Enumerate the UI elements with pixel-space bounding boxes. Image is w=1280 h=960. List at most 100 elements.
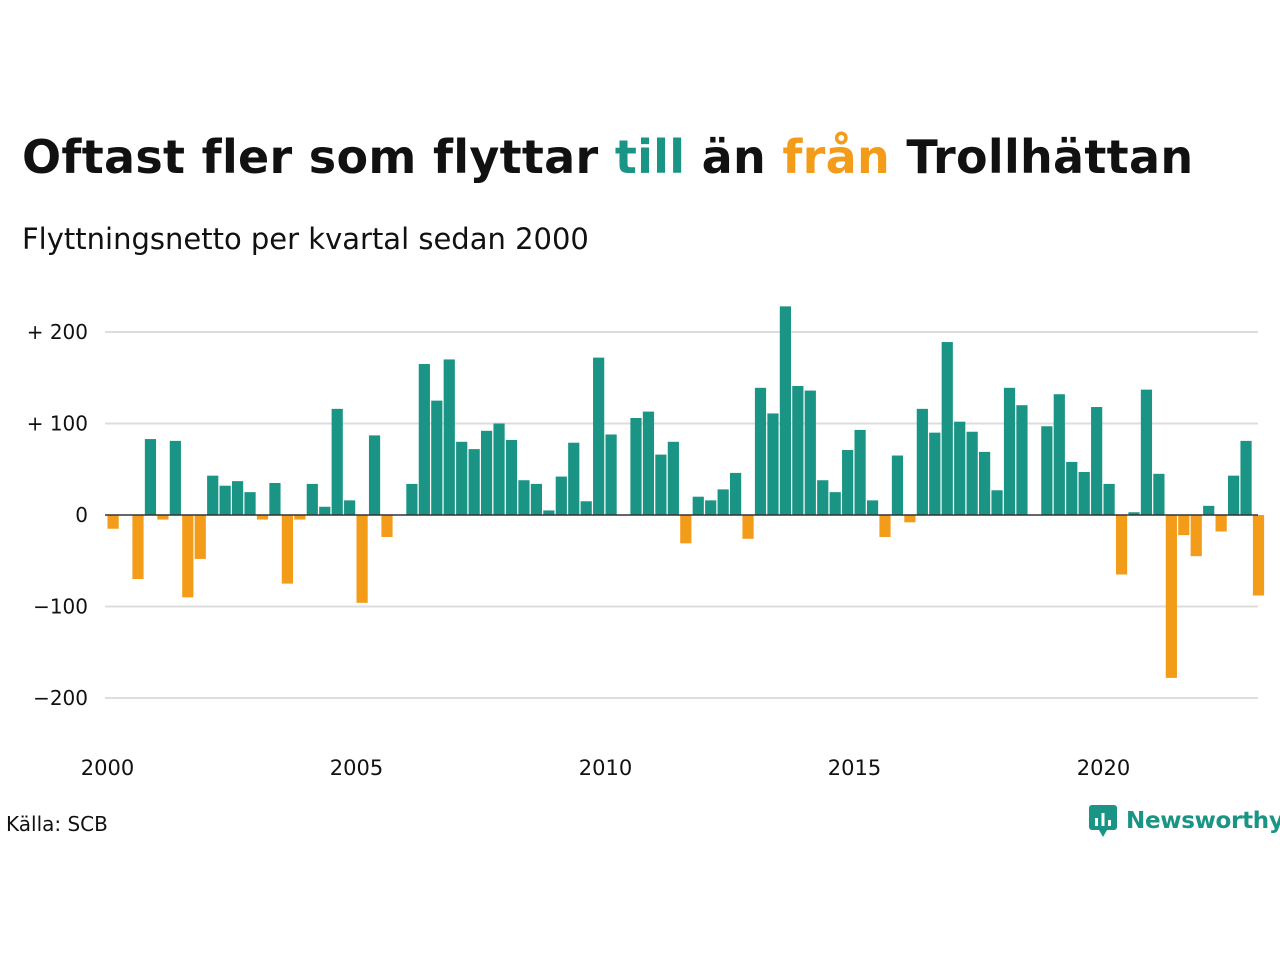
x-tick-label: 2005	[330, 756, 383, 780]
bar	[518, 480, 530, 515]
bar	[1240, 440, 1252, 515]
title-highlight-till: till	[614, 130, 686, 184]
bar	[817, 480, 829, 515]
y-tick-label: −100	[33, 595, 88, 619]
bar	[555, 476, 567, 515]
bar	[493, 423, 505, 515]
bar	[642, 411, 655, 515]
bar	[207, 475, 219, 515]
bar	[232, 481, 244, 515]
bar	[1066, 461, 1078, 515]
bar	[705, 500, 717, 515]
bar	[1228, 475, 1240, 515]
bar	[368, 435, 381, 515]
x-tick-label: 2015	[828, 756, 881, 780]
bar	[630, 418, 642, 515]
x-axis-ticks: 2000 2005 2010 2015 2020	[81, 756, 1130, 780]
bar	[1053, 394, 1065, 515]
chart-subtitle: Flyttningsnetto per kvartal sedan 2000	[22, 222, 589, 256]
bar	[754, 387, 767, 515]
bar	[779, 306, 791, 515]
bar	[132, 515, 144, 580]
bar	[717, 489, 729, 515]
bar	[1165, 515, 1177, 678]
x-tick-label: 2010	[579, 756, 632, 780]
bar	[979, 451, 991, 516]
bar	[829, 492, 841, 516]
bar	[1128, 512, 1140, 515]
y-tick-label: −200	[33, 686, 88, 710]
bar	[730, 472, 742, 515]
bar	[1190, 515, 1202, 557]
bar	[530, 483, 542, 515]
bar	[294, 515, 306, 520]
bar	[269, 482, 281, 515]
bar-chart: + 200 + 100 0 −100 −200 2000 2005 2010 2015 2020	[27, 306, 1265, 780]
bar	[680, 515, 692, 544]
bar	[605, 434, 617, 515]
bar	[468, 449, 480, 515]
newsworthy-logo-text: Newsworthy	[1126, 808, 1280, 834]
bar	[866, 500, 879, 515]
bar	[331, 408, 343, 515]
bar	[356, 515, 368, 603]
bar	[1003, 387, 1016, 515]
bar	[144, 439, 157, 516]
title-part-1: Oftast fler som flyttar	[22, 130, 615, 184]
bar	[593, 357, 605, 515]
bar	[543, 510, 555, 516]
bar	[406, 483, 418, 515]
y-tick-label: 0	[75, 503, 88, 527]
y-axis-ticks: + 200 + 100 0 −100 −200	[27, 320, 88, 710]
bar	[157, 515, 169, 520]
bar	[306, 483, 318, 515]
bar	[941, 342, 953, 515]
bar	[916, 408, 928, 515]
title-part-3: Trollhättan	[890, 130, 1194, 184]
chart-title: Oftast fler som flyttar till än från Tro…	[22, 130, 1193, 184]
bar	[842, 450, 854, 515]
newsworthy-logo[interactable]: Newsworthy	[1088, 804, 1280, 838]
bar	[443, 359, 455, 515]
bar	[431, 400, 443, 516]
title-highlight-fran: från	[782, 130, 891, 184]
bar	[1078, 472, 1090, 516]
bar	[966, 431, 978, 516]
bar	[1252, 515, 1265, 596]
bar	[481, 430, 493, 515]
bar	[194, 515, 206, 559]
bar	[879, 515, 891, 537]
bar	[804, 390, 816, 515]
bar	[456, 441, 468, 515]
bar	[169, 440, 181, 515]
bar	[1215, 515, 1227, 532]
gridlines	[105, 331, 1258, 699]
newsworthy-logo-icon	[1089, 805, 1117, 837]
bar	[505, 439, 518, 515]
bar	[954, 421, 966, 515]
bar	[655, 454, 667, 515]
bar	[891, 455, 904, 516]
bar	[381, 515, 393, 537]
bar	[1178, 515, 1190, 536]
bar	[344, 500, 356, 515]
bar	[418, 364, 430, 515]
bar	[1091, 407, 1103, 515]
x-tick-label: 2000	[81, 756, 134, 780]
y-tick-label: + 200	[27, 320, 88, 344]
bar	[580, 501, 592, 516]
bar	[692, 496, 704, 515]
bar	[244, 492, 256, 516]
y-tick-label: + 100	[27, 412, 88, 436]
bar	[1103, 483, 1115, 515]
source-note: Källa: SCB	[6, 812, 108, 836]
x-tick-label: 2020	[1077, 756, 1130, 780]
bar	[929, 432, 941, 515]
bar	[742, 515, 754, 539]
bar	[792, 385, 804, 515]
bar	[319, 506, 331, 515]
bars	[107, 306, 1265, 678]
bar	[1140, 389, 1153, 515]
bar	[1016, 405, 1028, 515]
bar	[1041, 426, 1053, 516]
